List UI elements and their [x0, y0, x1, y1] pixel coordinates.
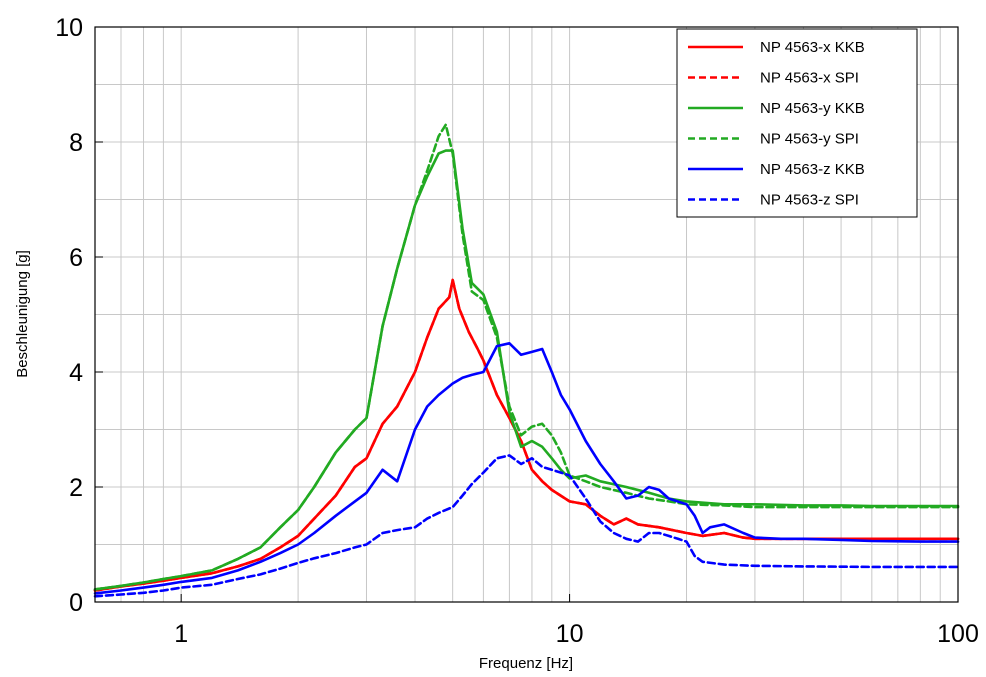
x-tick-label: 1 — [174, 620, 188, 648]
legend-label-6: NP 4563-z SPI — [760, 192, 859, 209]
series-line-6 — [93, 454, 960, 598]
legend-box — [676, 28, 918, 218]
y-tick-label: 6 — [69, 244, 83, 272]
y-tick-label: 0 — [69, 589, 83, 617]
legend-label-4: NP 4563-y SPI — [760, 131, 859, 148]
x-axis-ticks: 1 10 100 — [174, 594, 979, 648]
legend-label-1: NP 4563-x KKB — [760, 39, 865, 56]
y-tick-label: 10 — [55, 14, 83, 42]
y-tick-label: 2 — [69, 474, 83, 502]
legend-label-3: NP 4563-y KKB — [760, 100, 865, 117]
legend: NP 4563-x KKB NP 4563-x SPI NP 4563-y KKB N… — [676, 28, 918, 218]
series-line-5 — [93, 341, 960, 595]
x-tick-label: 10 — [556, 620, 584, 648]
series-lines — [93, 123, 960, 598]
y-tick-label: 8 — [69, 129, 83, 157]
series-line-2 — [93, 278, 960, 592]
x-tick-label: 100 — [937, 620, 979, 648]
y-axis-title: Beschleunigung [g] — [14, 250, 31, 378]
y-axis-ticks: 0 2 4 6 8 10 — [55, 14, 103, 617]
legend-items: NP 4563-x KKB NP 4563-x SPI NP 4563-y KKB N… — [688, 39, 865, 209]
legend-label-2: NP 4563-x SPI — [760, 70, 859, 87]
x-axis-title: Frequenz [Hz] — [479, 655, 573, 672]
y-tick-label: 4 — [69, 359, 83, 387]
legend-label-5: NP 4563-z KKB — [760, 161, 865, 178]
plot-frame — [94, 26, 959, 603]
